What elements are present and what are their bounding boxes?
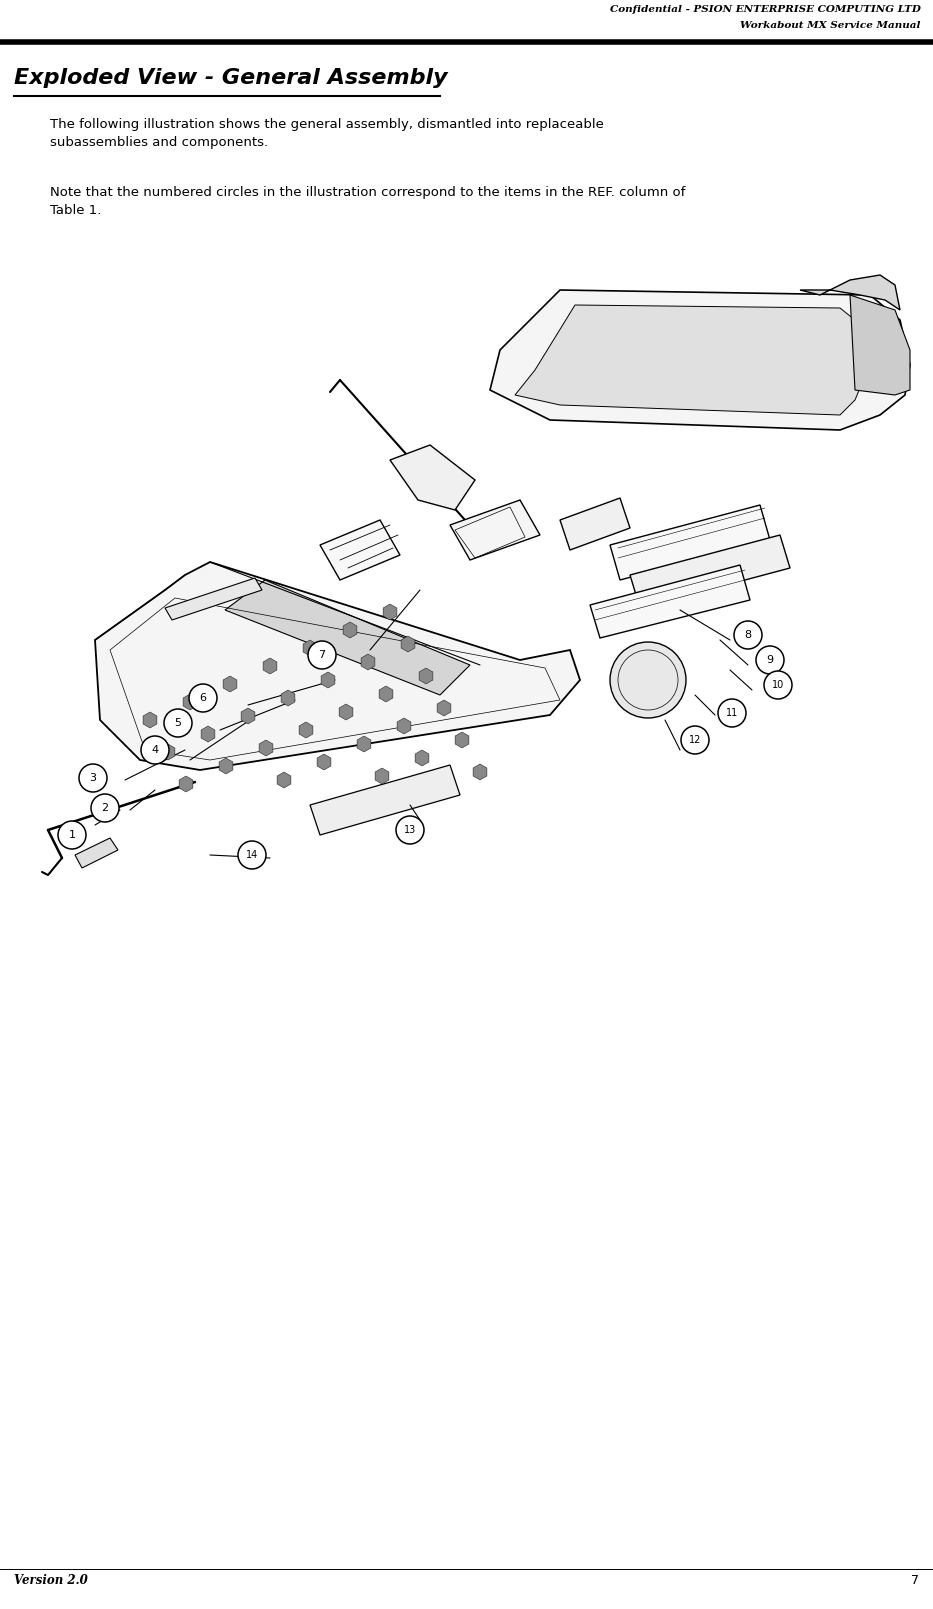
Text: 3: 3 — [90, 772, 96, 784]
Polygon shape — [259, 740, 273, 756]
Circle shape — [396, 816, 424, 845]
Polygon shape — [357, 735, 371, 751]
Circle shape — [610, 642, 686, 718]
Circle shape — [308, 640, 336, 669]
Text: 4: 4 — [151, 745, 159, 755]
Polygon shape — [850, 294, 910, 394]
Circle shape — [91, 793, 119, 822]
Polygon shape — [450, 500, 540, 560]
Polygon shape — [339, 705, 353, 719]
Circle shape — [189, 684, 217, 713]
Polygon shape — [317, 755, 331, 771]
Polygon shape — [397, 718, 411, 734]
Text: Note that the numbered circles in the illustration correspond to the items in th: Note that the numbered circles in the il… — [50, 187, 686, 217]
Polygon shape — [277, 772, 291, 788]
Circle shape — [58, 821, 86, 850]
Polygon shape — [383, 603, 397, 619]
Circle shape — [164, 710, 192, 737]
Text: 13: 13 — [404, 825, 416, 835]
Text: 11: 11 — [726, 708, 738, 718]
Polygon shape — [401, 636, 415, 652]
Circle shape — [79, 764, 107, 792]
Polygon shape — [223, 676, 237, 692]
Polygon shape — [361, 653, 375, 669]
Polygon shape — [219, 758, 233, 774]
Polygon shape — [630, 536, 790, 608]
Polygon shape — [183, 693, 197, 710]
Polygon shape — [455, 732, 469, 748]
Text: 7: 7 — [911, 1575, 919, 1588]
Polygon shape — [437, 700, 451, 716]
Circle shape — [756, 645, 784, 674]
Text: 5: 5 — [174, 718, 182, 727]
Text: 7: 7 — [318, 650, 326, 660]
Polygon shape — [281, 690, 295, 706]
Circle shape — [734, 621, 762, 648]
Polygon shape — [610, 505, 770, 579]
Polygon shape — [310, 764, 460, 835]
Text: 12: 12 — [689, 735, 702, 745]
Text: Workabout MX Service Manual: Workabout MX Service Manual — [741, 21, 921, 31]
Polygon shape — [165, 578, 262, 619]
Polygon shape — [321, 673, 335, 689]
Polygon shape — [390, 446, 475, 510]
Polygon shape — [515, 306, 880, 415]
Text: The following illustration shows the general assembly, dismantled into replaceab: The following illustration shows the gen… — [50, 117, 604, 150]
Text: 1: 1 — [68, 830, 76, 840]
Polygon shape — [419, 668, 433, 684]
Text: Version 2.0: Version 2.0 — [14, 1575, 88, 1588]
Polygon shape — [375, 767, 389, 784]
Polygon shape — [143, 713, 157, 727]
Polygon shape — [473, 764, 487, 780]
Polygon shape — [179, 776, 193, 792]
Polygon shape — [241, 708, 255, 724]
Circle shape — [141, 735, 169, 764]
Polygon shape — [490, 290, 910, 430]
Circle shape — [681, 726, 709, 755]
Polygon shape — [225, 579, 470, 695]
Polygon shape — [202, 726, 215, 742]
Polygon shape — [161, 743, 174, 759]
Polygon shape — [415, 750, 429, 766]
Polygon shape — [590, 565, 750, 639]
Text: 8: 8 — [745, 631, 752, 640]
Polygon shape — [299, 722, 313, 739]
Polygon shape — [303, 640, 317, 656]
Circle shape — [238, 842, 266, 869]
Circle shape — [718, 698, 746, 727]
Polygon shape — [263, 658, 277, 674]
Circle shape — [764, 671, 792, 698]
Text: Confidential - PSION ENTERPRISE COMPUTING LTD: Confidential - PSION ENTERPRISE COMPUTIN… — [610, 5, 921, 14]
Text: 10: 10 — [772, 681, 784, 690]
Polygon shape — [320, 520, 400, 579]
Polygon shape — [75, 838, 118, 867]
Polygon shape — [343, 623, 357, 639]
Text: Exploded View - General Assembly: Exploded View - General Assembly — [14, 68, 448, 88]
Text: 9: 9 — [766, 655, 773, 665]
Text: 6: 6 — [200, 693, 206, 703]
Polygon shape — [379, 685, 393, 702]
Polygon shape — [95, 562, 580, 771]
Text: 14: 14 — [246, 850, 258, 859]
Text: 2: 2 — [102, 803, 108, 813]
Polygon shape — [560, 499, 630, 550]
Polygon shape — [800, 275, 900, 311]
